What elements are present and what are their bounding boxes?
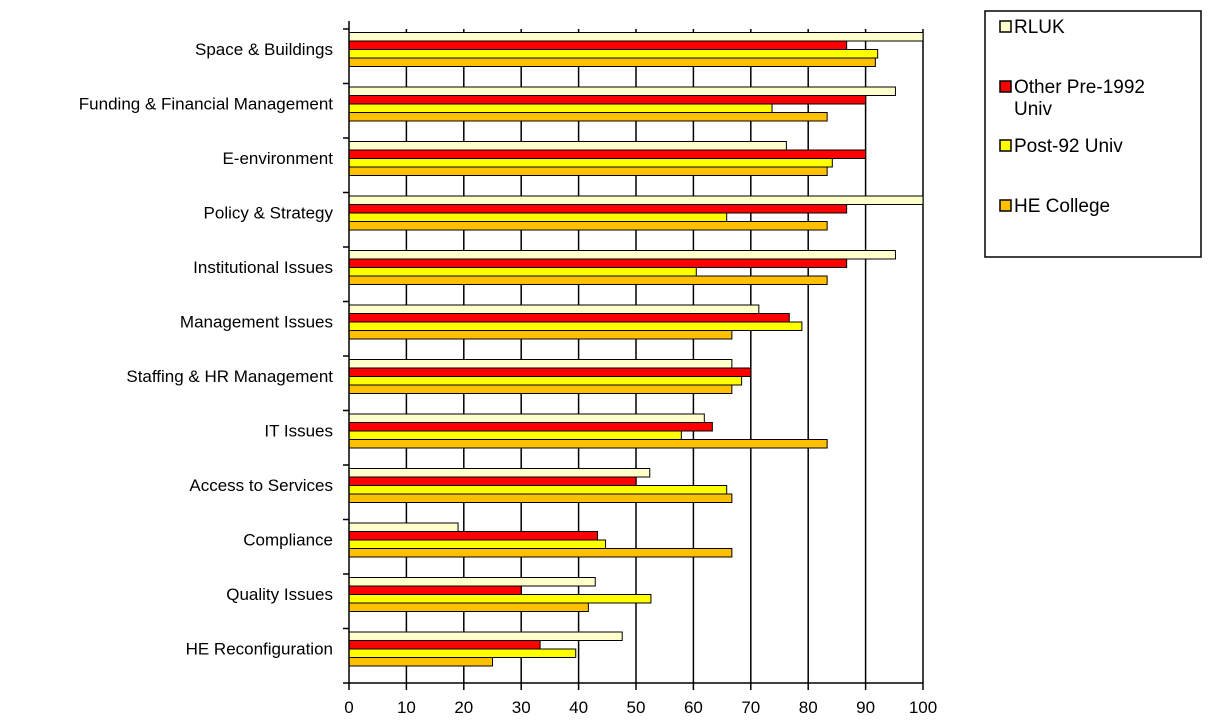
bar-post-92-univ-7 <box>348 430 682 440</box>
bar-he-college-4 <box>348 275 828 285</box>
bar-other-pre-1992-univ-10 <box>348 585 522 595</box>
bars <box>348 32 924 667</box>
bar-he-college-9 <box>348 548 733 558</box>
bar-other-pre-1992-univ-7 <box>348 422 713 432</box>
legend-label-post-92-univ: Post-92 Univ <box>1014 136 1123 157</box>
category-label-8: Access to Services <box>189 476 333 495</box>
bar-rluk-5 <box>348 304 760 314</box>
x-tick-label-10: 10 <box>397 698 416 717</box>
bar-other-pre-1992-univ-6 <box>348 367 752 377</box>
bar-post-92-univ-10 <box>348 594 652 604</box>
category-label-4: Institutional Issues <box>193 258 333 277</box>
category-label-10: Quality Issues <box>226 585 333 604</box>
bar-he-college-11 <box>348 657 493 667</box>
legend-swatch-he-college <box>999 199 1012 212</box>
x-tick-label-80: 80 <box>799 698 818 717</box>
x-axis-ticks: 0 10 20 30 40 50 60 70 80 90 100 <box>344 683 937 717</box>
x-tick-label-30: 30 <box>512 698 531 717</box>
bar-post-92-univ-1 <box>348 103 773 113</box>
category-labels: Space & Buildings Funding & Financial Man… <box>79 40 334 659</box>
bar-other-pre-1992-univ-4 <box>348 258 848 268</box>
x-tick-label-0: 0 <box>344 698 353 717</box>
bar-other-pre-1992-univ-1 <box>348 95 867 105</box>
bar-post-92-univ-9 <box>348 539 607 549</box>
x-tick-label-100: 100 <box>909 698 937 717</box>
bar-other-pre-1992-univ-3 <box>348 204 848 214</box>
bar-other-pre-1992-univ-11 <box>348 640 541 650</box>
bar-rluk-8 <box>348 468 651 478</box>
bar-rluk-1 <box>348 86 896 96</box>
category-label-5: Management Issues <box>180 313 333 332</box>
bar-post-92-univ-0 <box>348 49 879 59</box>
bar-rluk-11 <box>348 631 623 641</box>
legend-label-rluk: RLUK <box>1014 17 1065 38</box>
bar-rluk-6 <box>348 359 733 369</box>
bar-he-college-10 <box>348 602 589 612</box>
category-label-0: Space & Buildings <box>195 40 333 59</box>
y-axis-ticks <box>343 28 349 684</box>
bar-rluk-4 <box>348 250 896 260</box>
bar-rluk-7 <box>348 413 705 423</box>
bar-he-college-2 <box>348 166 828 176</box>
bar-other-pre-1992-univ-2 <box>348 149 867 159</box>
category-label-6: Staffing & HR Management <box>126 367 333 386</box>
x-tick-label-50: 50 <box>627 698 646 717</box>
legend-box <box>984 10 1202 258</box>
bar-he-college-1 <box>348 112 828 122</box>
bar-post-92-univ-11 <box>348 648 577 658</box>
bar-rluk-3 <box>348 195 924 205</box>
category-label-3: Policy & Strategy <box>204 204 334 223</box>
bar-post-92-univ-5 <box>348 321 803 331</box>
bar-he-college-6 <box>348 384 733 394</box>
bar-he-college-7 <box>348 439 828 449</box>
x-tick-label-20: 20 <box>454 698 473 717</box>
legend-label-he-college: HE College <box>1014 196 1110 217</box>
bar-he-college-0 <box>348 57 876 67</box>
bar-rluk-10 <box>348 577 596 587</box>
bar-other-pre-1992-univ-5 <box>348 313 790 323</box>
bar-post-92-univ-2 <box>348 158 833 168</box>
bar-other-pre-1992-univ-9 <box>348 531 599 541</box>
x-tick-label-70: 70 <box>741 698 760 717</box>
bar-he-college-8 <box>348 493 733 503</box>
x-tick-label-40: 40 <box>569 698 588 717</box>
bar-he-college-3 <box>348 221 828 231</box>
bar-post-92-univ-6 <box>348 376 743 386</box>
x-tick-label-90: 90 <box>856 698 875 717</box>
bar-rluk-0 <box>348 32 924 42</box>
legend-swatch-other-pre-1992-univ <box>999 80 1012 93</box>
bar-post-92-univ-3 <box>348 212 728 222</box>
x-tick-label-60: 60 <box>684 698 703 717</box>
category-label-7: IT Issues <box>264 422 333 441</box>
category-label-2: E-environment <box>222 149 333 168</box>
legend-swatch-post-92-univ <box>999 139 1012 152</box>
legend-label-other-pre-1992-univ: Other Pre-1992 <box>1014 77 1145 98</box>
bar-post-92-univ-4 <box>348 267 697 277</box>
gridlines <box>405 29 924 683</box>
category-label-1: Funding & Financial Management <box>79 95 333 114</box>
legend-swatch-rluk <box>999 20 1012 33</box>
bar-rluk-9 <box>348 522 459 532</box>
category-label-11: HE Reconfiguration <box>186 640 333 659</box>
bar-other-pre-1992-univ-8 <box>348 476 637 486</box>
bar-post-92-univ-8 <box>348 485 728 495</box>
bar-other-pre-1992-univ-0 <box>348 40 848 50</box>
category-label-9: Compliance <box>243 531 333 550</box>
legend-label-other-pre-1992-univ-line2: Univ <box>1014 99 1053 120</box>
bar-rluk-2 <box>348 141 787 151</box>
bar-he-college-5 <box>348 330 733 340</box>
